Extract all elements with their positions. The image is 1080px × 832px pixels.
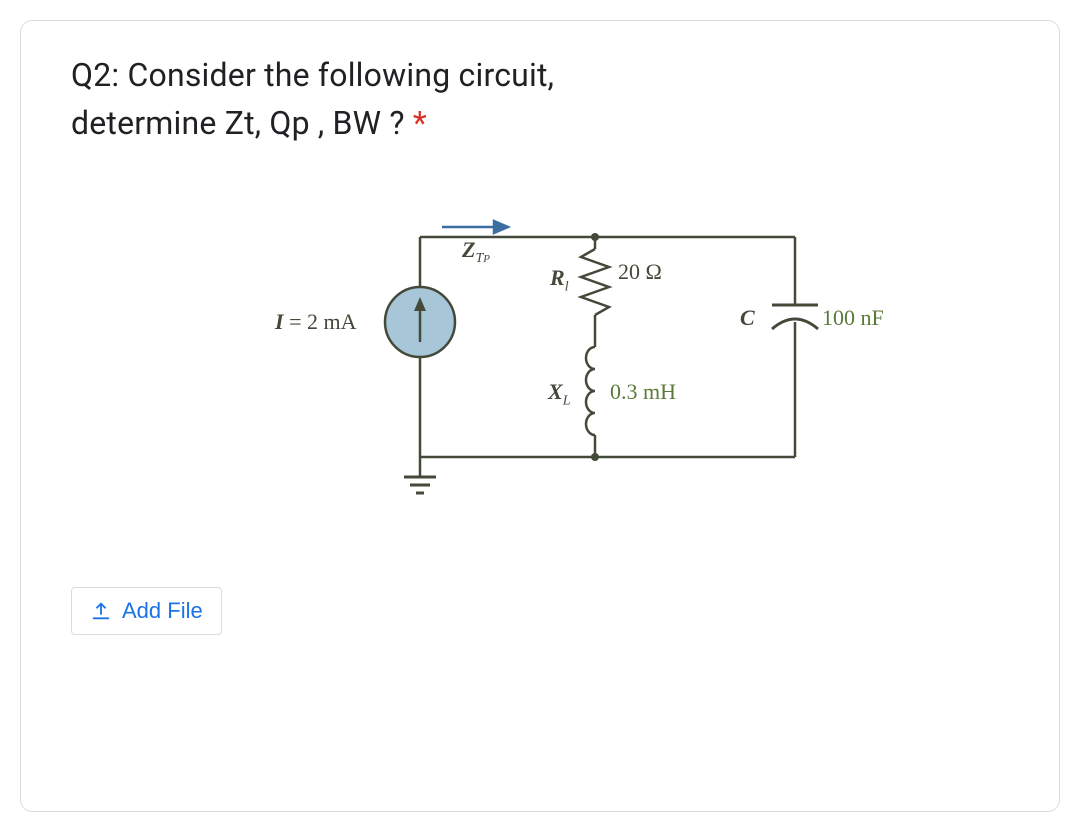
xl-sub: L: [563, 393, 571, 408]
source-value: = 2 mA: [284, 309, 357, 334]
required-asterisk: *: [413, 104, 427, 142]
r-sym: R: [550, 265, 565, 290]
r-value: 20 Ω: [618, 259, 662, 285]
question-line1: Q2: Consider the following circuit,: [71, 56, 554, 94]
c-sym: C: [740, 305, 755, 330]
r-label: Rl: [550, 265, 569, 295]
question-title: Q2: Consider the following circuit, dete…: [71, 51, 1009, 147]
question-card: Q2: Consider the following circuit, dete…: [20, 20, 1060, 812]
xl-value: 0.3 mH: [610, 379, 676, 405]
xl-label: XL: [548, 379, 570, 409]
add-file-label: Add File: [122, 598, 203, 624]
question-line2: determine Zt, Qp , BW ?: [71, 104, 413, 142]
c-value: 100 nF: [822, 305, 884, 331]
zt-sub2: P: [483, 253, 490, 265]
source-label: I = 2 mA: [275, 309, 356, 335]
xl-sym: X: [548, 379, 563, 404]
circuit-svg: [190, 197, 890, 517]
add-file-button[interactable]: Add File: [71, 587, 222, 635]
upload-icon: [90, 600, 112, 622]
r-sub: l: [565, 279, 569, 294]
circuit-diagram-container: I = 2 mA ZTP Rl 20 Ω XL 0.3 mH C 100 nF: [71, 197, 1009, 517]
c-label: C: [740, 305, 755, 331]
zt-label: ZTP: [462, 237, 490, 267]
zt-z: Z: [462, 237, 475, 262]
source-i: I: [275, 309, 284, 334]
circuit-diagram: I = 2 mA ZTP Rl 20 Ω XL 0.3 mH C 100 nF: [190, 197, 890, 517]
